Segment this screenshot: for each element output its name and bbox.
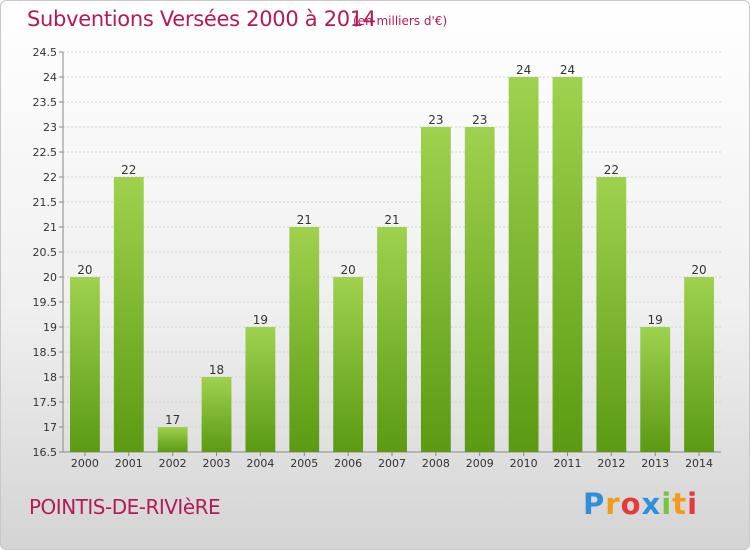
x-tick-label: 2011 (553, 457, 581, 470)
y-tick-label: 21 (43, 221, 57, 234)
data-label: 19 (253, 313, 268, 327)
proxiti-logo[interactable]: Proxiti (583, 487, 698, 521)
x-tick-label: 2000 (71, 457, 99, 470)
data-label: 24 (560, 63, 575, 77)
data-label: 21 (297, 213, 312, 227)
logo-letter: o (620, 487, 642, 521)
bar-2011 (552, 77, 583, 452)
y-tick-label: 16.5 (33, 446, 58, 459)
x-tick-label: 2014 (685, 457, 713, 470)
y-tick-label: 23.5 (33, 96, 58, 109)
y-tick-label: 18 (43, 371, 57, 384)
data-label: 23 (428, 113, 443, 127)
data-label: 22 (604, 163, 619, 177)
x-tick-label: 2010 (510, 457, 538, 470)
y-tick-label: 22.5 (33, 146, 58, 159)
data-label: 21 (384, 213, 399, 227)
bar-2001 (113, 177, 144, 452)
data-label: 20 (77, 263, 92, 277)
logo-letter: x (641, 487, 662, 521)
y-tick-label: 18.5 (33, 346, 58, 359)
x-tick-label: 2007 (378, 457, 406, 470)
x-tick-label: 2005 (290, 457, 318, 470)
logo-letter: t (672, 487, 688, 521)
x-tick-label: 2013 (641, 457, 669, 470)
x-tick-label: 2001 (115, 457, 143, 470)
bar-2000 (70, 277, 100, 452)
y-tick-label: 20 (43, 271, 57, 284)
commune-name: POINTIS-DE-RIVIèRE (29, 495, 221, 519)
x-tick-label: 2006 (334, 457, 362, 470)
y-tick-label: 24 (43, 71, 57, 84)
bars: 20 22 17 18 19 21 20 21 23 23 24 24 22 19 20 (70, 63, 714, 452)
data-label: 19 (648, 313, 663, 327)
data-label: 23 (472, 113, 487, 127)
x-tick-label: 2004 (246, 457, 274, 470)
chart-unit: (en milliers d'€) (353, 14, 448, 28)
y-tick-label: 17.5 (33, 396, 58, 409)
bar-2008 (420, 127, 451, 452)
data-label: 18 (209, 363, 224, 377)
x-tick-label: 2002 (159, 457, 187, 470)
bar-2003 (201, 377, 232, 452)
data-label: 20 (340, 263, 355, 277)
x-tick-label: 2008 (422, 457, 450, 470)
data-label: 20 (691, 263, 706, 277)
y-tick-label: 22 (43, 171, 57, 184)
bar-2007 (377, 227, 407, 452)
bar-2013 (640, 327, 671, 452)
bar-2012 (596, 177, 627, 452)
x-tick-label: 2009 (466, 457, 494, 470)
logo-letter: r (605, 487, 621, 521)
y-tick-label: 17 (43, 421, 57, 434)
y-tick-label: 19.5 (33, 296, 58, 309)
bar-2002 (157, 427, 188, 452)
data-label: 22 (121, 163, 136, 177)
y-tick-label: 19 (43, 321, 57, 334)
data-label: 17 (165, 413, 180, 427)
x-axis: 2000 2001 2002 2003 2004 2005 2006 2007 2008 2009… (71, 452, 713, 470)
y-tick-label: 24.5 (33, 46, 58, 59)
bar-2004 (245, 327, 276, 452)
logo-letter: i (687, 487, 699, 521)
x-tick-label: 2003 (203, 457, 231, 470)
bar-2005 (289, 227, 320, 452)
bar-2014 (684, 277, 714, 452)
chart-title: Subventions Versées 2000 à 2014 (27, 7, 376, 31)
data-label: 24 (516, 63, 531, 77)
bar-2010 (508, 77, 539, 452)
bar-2009 (464, 127, 495, 452)
y-tick-label: 21.5 (33, 196, 58, 209)
y-tick-label: 23 (43, 121, 57, 134)
logo-letter: P (583, 487, 606, 521)
x-tick-label: 2012 (597, 457, 625, 470)
bar-2006 (333, 277, 364, 452)
y-tick-label: 20.5 (33, 246, 58, 259)
logo-letter: i (661, 487, 673, 521)
